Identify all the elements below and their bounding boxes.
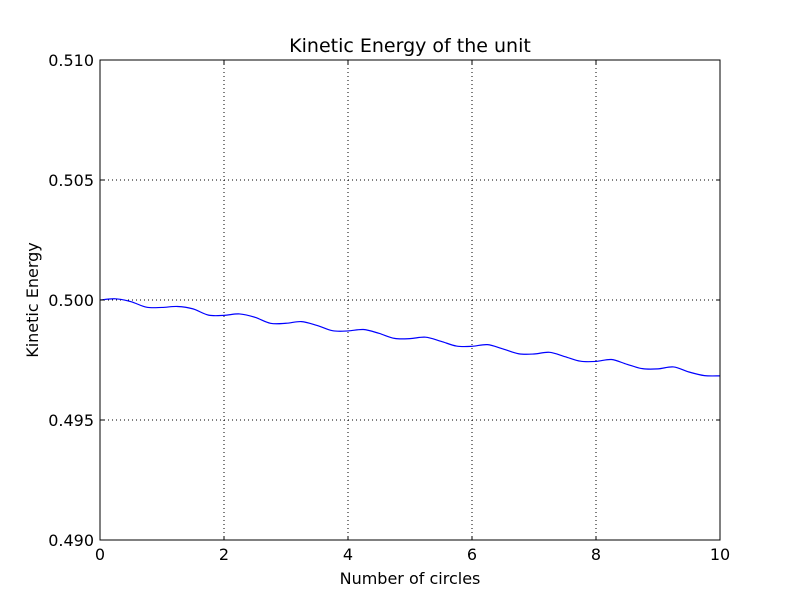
y-tick-label: 0.505 (48, 171, 94, 190)
x-tick-label: 6 (467, 545, 477, 564)
y-tick-label: 0.500 (48, 291, 94, 310)
y-tick-label: 0.495 (48, 411, 94, 430)
x-tick-label: 8 (591, 545, 601, 564)
x-tick-label: 0 (95, 545, 105, 564)
y-axis-label: Kinetic Energy (23, 242, 42, 358)
y-tick-label: 0.490 (48, 531, 94, 550)
x-axis-label: Number of circles (340, 569, 481, 588)
tick-layer: 0 2 4 6 8 10 0.490 0.495 0.500 0.505 0.510 (48, 51, 730, 564)
chart-title: Kinetic Energy of the unit (289, 35, 531, 57)
x-tick-label: 10 (710, 545, 730, 564)
grid-layer (100, 60, 720, 540)
series-line (99, 298, 721, 377)
y-tick-label: 0.510 (48, 51, 94, 70)
x-tick-label: 4 (343, 545, 353, 564)
series-layer (99, 298, 721, 377)
x-tick-label: 2 (219, 545, 229, 564)
